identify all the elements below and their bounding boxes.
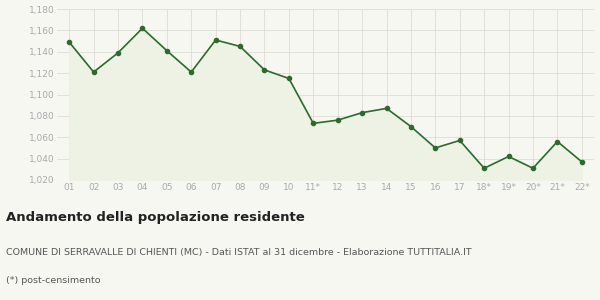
Text: (*) post-censimento: (*) post-censimento <box>6 276 101 285</box>
Text: Andamento della popolazione residente: Andamento della popolazione residente <box>6 212 305 224</box>
Text: COMUNE DI SERRAVALLE DI CHIENTI (MC) - Dati ISTAT al 31 dicembre - Elaborazione : COMUNE DI SERRAVALLE DI CHIENTI (MC) - D… <box>6 248 472 256</box>
